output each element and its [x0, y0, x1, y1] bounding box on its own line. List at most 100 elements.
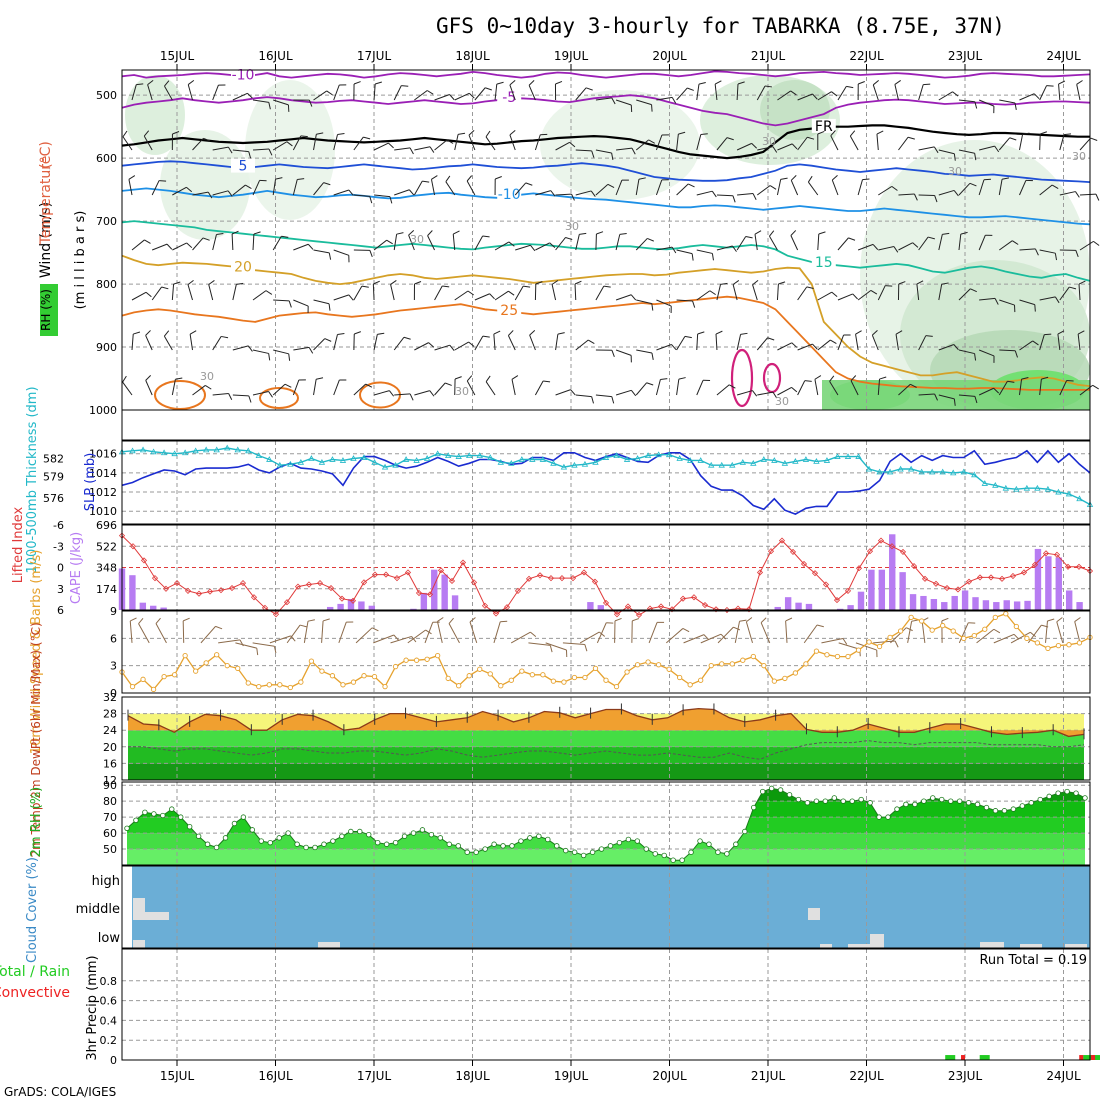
wind-speed-marker: [350, 679, 357, 685]
lifted-index-marker: [965, 578, 973, 585]
isotherm-label-bg: [231, 67, 255, 82]
pressure-tick: 800: [96, 278, 117, 291]
wind-barb-flag: [466, 175, 473, 182]
wind-barb-flag: [300, 135, 308, 138]
rh-shading: [245, 80, 335, 220]
wind-barb-shaft: [760, 622, 771, 644]
wind-barb-shaft: [1039, 85, 1048, 101]
wind-speed-marker: [298, 679, 304, 685]
wind-barb-shaft: [551, 284, 557, 301]
wind-barb-flag: [831, 174, 838, 181]
wind-barb-flag: [907, 136, 915, 140]
wind-barb-shaft: [313, 249, 330, 254]
thickness-marker: [329, 456, 336, 462]
wind-barb-shaft: [978, 99, 995, 107]
wind-barb-shaft: [454, 341, 469, 351]
wind-barb-flag: [328, 252, 332, 260]
wind-barb-flag: [511, 375, 519, 380]
wind-barb-shaft: [355, 627, 373, 644]
wind-barb-shaft: [736, 236, 747, 251]
thickness-marker: [718, 461, 725, 468]
wind-barb-shaft: [821, 637, 844, 644]
wind-barb-shaft: [716, 384, 730, 396]
thickness-marker: [844, 453, 852, 459]
wind-barb-shaft: [515, 244, 531, 251]
isotherm-line: [121, 70, 1091, 79]
rh-marker: [813, 798, 820, 804]
wind-barb-shaft: [1059, 191, 1076, 196]
wind-barb-shaft: [393, 234, 398, 251]
lifted-index-marker: [426, 591, 434, 598]
wind-barb-shaft: [390, 284, 395, 301]
wind-barb-shaft: [817, 291, 832, 301]
wind-barb-flag: [377, 332, 385, 335]
wind-barb-shaft: [683, 634, 705, 644]
wind-barb-shaft: [286, 624, 301, 644]
lifted-index-marker: [393, 575, 401, 582]
lifted-index-marker: [1009, 572, 1017, 580]
wind-barb-flag: [858, 81, 865, 85]
wind-barb-flag: [697, 331, 705, 335]
isotherm-label: 15: [815, 255, 833, 271]
rh-marker: [160, 812, 166, 819]
wind-barb-shaft: [635, 382, 647, 396]
wind-barb-flag: [870, 289, 878, 295]
wind-barb-shaft: [615, 349, 632, 356]
wind-barb-shaft: [636, 299, 652, 305]
thickness-marker: [581, 460, 589, 467]
wind-barb-flag: [691, 253, 694, 261]
lifted-index-marker: [1075, 563, 1083, 570]
thickness-marker: [245, 447, 252, 454]
wind-barb-shaft: [976, 628, 995, 644]
wind-speed-marker: [961, 635, 967, 641]
wind-speed-marker: [308, 658, 315, 664]
cape-bar: [150, 605, 157, 610]
wind-speed-marker: [813, 648, 820, 654]
wind-barb-shaft: [696, 134, 702, 151]
rh-marker: [249, 827, 256, 833]
wind-barb-flag: [454, 376, 462, 380]
wind-barb-flag: [745, 236, 753, 239]
rh-marker: [1037, 796, 1043, 803]
wind-barb-flag: [186, 186, 193, 193]
wind-barb-shaft: [734, 621, 741, 643]
wind-barb-shaft: [979, 297, 996, 301]
wind-barb-flag: [426, 90, 434, 95]
thickness-marker: [792, 458, 799, 464]
wind-barb-shaft: [235, 642, 257, 649]
wind-barb-shaft: [373, 194, 391, 198]
wind-barb-shaft: [1079, 193, 1097, 196]
wind-barb-shaft: [716, 245, 733, 251]
wind-speed-marker: [971, 632, 977, 639]
wind-barb-flag: [855, 330, 862, 335]
wind-barb-shaft: [745, 621, 753, 644]
thickness-marker: [665, 451, 673, 458]
wind-barb-flag: [1076, 80, 1083, 85]
wind-barb-flag: [893, 246, 899, 253]
wind-barb-shaft: [676, 379, 680, 396]
wind-barb-shaft: [837, 293, 853, 301]
thickness-tick: 579: [43, 471, 64, 484]
rh-tick: 60: [103, 827, 117, 840]
thickness-marker: [560, 463, 568, 470]
lifted-index-tick: -6: [53, 519, 64, 532]
wind-speed-marker: [445, 675, 451, 682]
wind-barb-shaft: [777, 342, 792, 351]
thickness-marker: [750, 459, 757, 466]
wind-barb-shaft: [999, 299, 1015, 306]
wind-barb-flag: [508, 290, 515, 296]
wind-speed-marker: [403, 657, 409, 663]
wind-barb-flag: [682, 627, 690, 633]
wind-barb-shaft: [292, 379, 300, 396]
wind-barb-shaft: [434, 382, 446, 396]
rh-legend-swatch: [40, 284, 58, 336]
lifted-index-marker: [855, 565, 863, 572]
wind-barb-shaft: [757, 146, 774, 151]
isotherm-label: 20: [234, 259, 252, 275]
lifted-index-marker: [712, 606, 720, 613]
thickness-marker: [529, 456, 536, 462]
dewpoint-band: [128, 730, 1084, 747]
wind-barb-flag: [348, 294, 354, 301]
wind-barb-shaft: [413, 180, 423, 196]
wind-speed-marker: [729, 661, 735, 667]
